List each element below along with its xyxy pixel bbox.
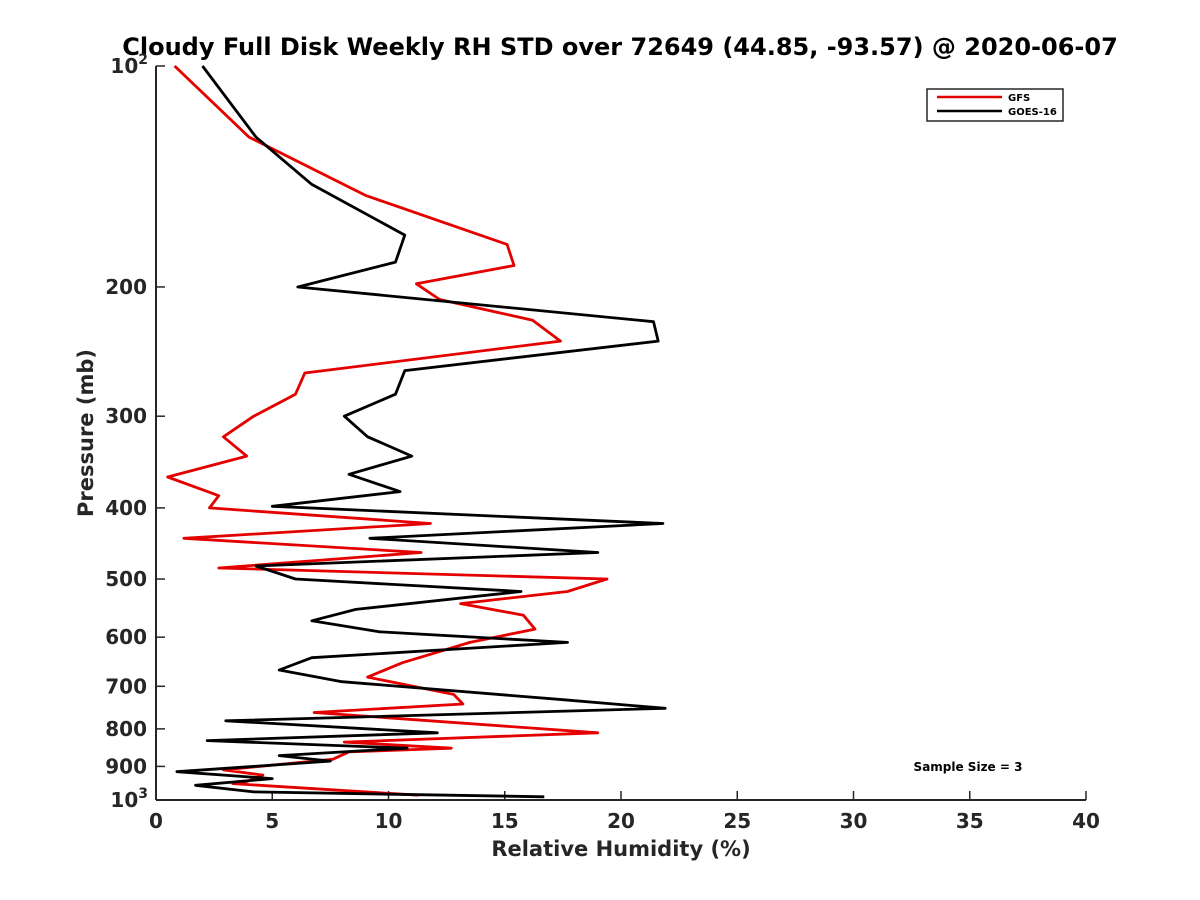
chart-title: Cloudy Full Disk Weekly RH STD over 7264… <box>122 33 1118 61</box>
y-tick-label: 500 <box>105 567 147 591</box>
y-axis-label: Pressure (mb) <box>74 349 98 517</box>
y-ticks: 102 200 300 400 500 600 700 800 900 103 <box>105 52 165 812</box>
y-tick-label: 300 <box>105 404 147 428</box>
x-tick-label: 0 <box>149 809 163 833</box>
x-tick-label: 5 <box>265 809 279 833</box>
y-tick-label: 600 <box>105 625 147 649</box>
series-line-goes-16 <box>175 65 667 799</box>
x-tick-label: 35 <box>956 809 984 833</box>
x-tick-label: 25 <box>723 809 751 833</box>
x-tick-label: 15 <box>491 809 519 833</box>
x-tick-label: 20 <box>607 809 635 833</box>
legend-box <box>926 88 1064 122</box>
x-ticks: 0 5 10 15 20 25 30 35 40 <box>149 791 1100 833</box>
sample-size-annotation: Sample Size = 3 <box>914 760 1023 774</box>
x-tick-label: 10 <box>375 809 403 833</box>
y-tick-label: 900 <box>105 754 147 778</box>
series-line-gfs <box>166 64 609 797</box>
x-tick-label: 40 <box>1072 809 1100 833</box>
y-tick-label: 800 <box>105 717 147 741</box>
x-axis-label: Relative Humidity (%) <box>491 837 750 861</box>
legend-label-gfs: GFS <box>1008 93 1030 104</box>
y-tick-label: 200 <box>105 275 147 299</box>
y-tick-label: 102 <box>110 52 148 78</box>
legend: GFS GOES-16 <box>926 88 1064 122</box>
y-tick-label: 700 <box>105 674 147 698</box>
x-tick-label: 30 <box>840 809 868 833</box>
y-tick-label: 103 <box>110 786 148 812</box>
legend-label-goes-16: GOES-16 <box>1008 107 1057 118</box>
series-lines <box>166 64 667 799</box>
y-tick-label: 400 <box>105 496 147 520</box>
